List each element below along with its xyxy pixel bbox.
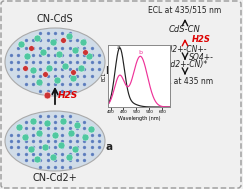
Text: CdS-CN: CdS-CN <box>169 26 201 35</box>
Text: H2S: H2S <box>192 36 211 44</box>
Text: ECL at 435 nm: ECL at 435 nm <box>157 77 213 85</box>
Text: SO4+-: SO4+- <box>189 53 214 63</box>
Text: H2S: H2S <box>58 91 78 99</box>
Text: CN-Cd2+: CN-Cd2+ <box>33 173 77 183</box>
Text: CN-CdS: CN-CdS <box>37 14 73 24</box>
X-axis label: Wavelength (nm): Wavelength (nm) <box>118 116 160 121</box>
Ellipse shape <box>5 111 105 171</box>
Text: b: b <box>139 50 143 55</box>
Text: b: b <box>105 66 113 76</box>
Text: ECL at 435/515 nm: ECL at 435/515 nm <box>148 5 222 15</box>
Y-axis label: ECL: ECL <box>102 71 107 81</box>
Ellipse shape <box>5 28 105 96</box>
Text: a: a <box>117 44 121 50</box>
Text: a: a <box>105 142 113 152</box>
Text: Cd2+-CN+-: Cd2+-CN+- <box>163 46 207 54</box>
Text: (Cd2+-CN)*: (Cd2+-CN)* <box>162 60 208 70</box>
